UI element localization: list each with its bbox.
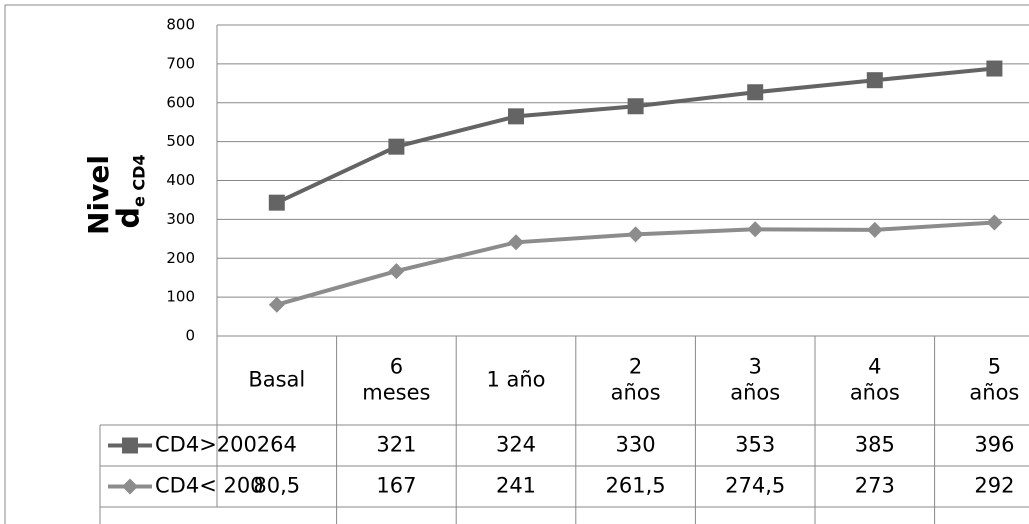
y-axis-title: Nivel [82,155,115,235]
y-tick-label: 100 [166,288,195,306]
y-label-part: e CD4 [130,154,149,207]
legend-label: CD4>200 [155,433,257,457]
x-tick-label: años [730,381,780,405]
table-cell: 324 [496,433,536,457]
marker [986,60,1003,77]
table-cell: 273 [855,474,895,498]
marker [747,84,764,101]
y-axis-title-2: d e CD4 [112,154,149,228]
marker [388,138,405,155]
marker [122,478,138,495]
x-tick-label: 6 [390,355,403,379]
marker [866,72,883,89]
marker [268,296,285,313]
chart-frame [4,4,1029,524]
table-cell: 241 [496,474,536,498]
marker [747,221,764,238]
x-tick-label: 5 [988,355,1001,379]
table-cell: 261,5 [606,474,666,498]
x-tick-label: 1 año [486,368,545,392]
table-cell: 264 [257,433,297,457]
x-tick-label: 4 [868,355,881,379]
y-tick-label: 300 [166,210,195,228]
table-cell: 396 [974,433,1014,457]
legend-label: CD4< 200 [155,474,264,498]
y-tick-label: 400 [166,171,195,189]
y-tick-label: 600 [166,93,195,111]
marker [866,221,883,238]
table-cell: 80,5 [253,474,300,498]
table-cell: 167 [376,474,416,498]
marker [388,263,405,280]
table-cell: 385 [855,433,895,457]
y-tick-label: 700 [166,54,195,72]
x-tick-label: 2 [629,355,642,379]
y-tick-label: 500 [166,132,195,150]
marker [508,108,524,125]
x-tick-label: años [850,381,900,405]
x-tick-label: años [969,381,1019,405]
y-tick-label: 800 [166,16,195,34]
table-cell: 321 [376,433,416,457]
x-tick-label: 3 [749,355,762,379]
x-tick-label: meses [362,381,430,405]
marker [122,437,138,454]
marker [627,226,644,243]
x-tick-label: Basal [248,368,305,392]
y-tick-label: 200 [166,249,195,267]
marker [508,234,524,251]
table-cell: 274,5 [725,474,785,498]
y-tick-label: 0 [185,327,195,345]
table-cell: 330 [616,433,656,457]
marker [986,214,1003,231]
marker [268,194,285,211]
table-cell: 353 [735,433,775,457]
table-cell: 292 [974,474,1014,498]
y-label-part: Nivel [82,155,115,235]
x-tick-label: años [611,381,661,405]
y-label-part: d [112,207,147,228]
marker [627,98,644,115]
